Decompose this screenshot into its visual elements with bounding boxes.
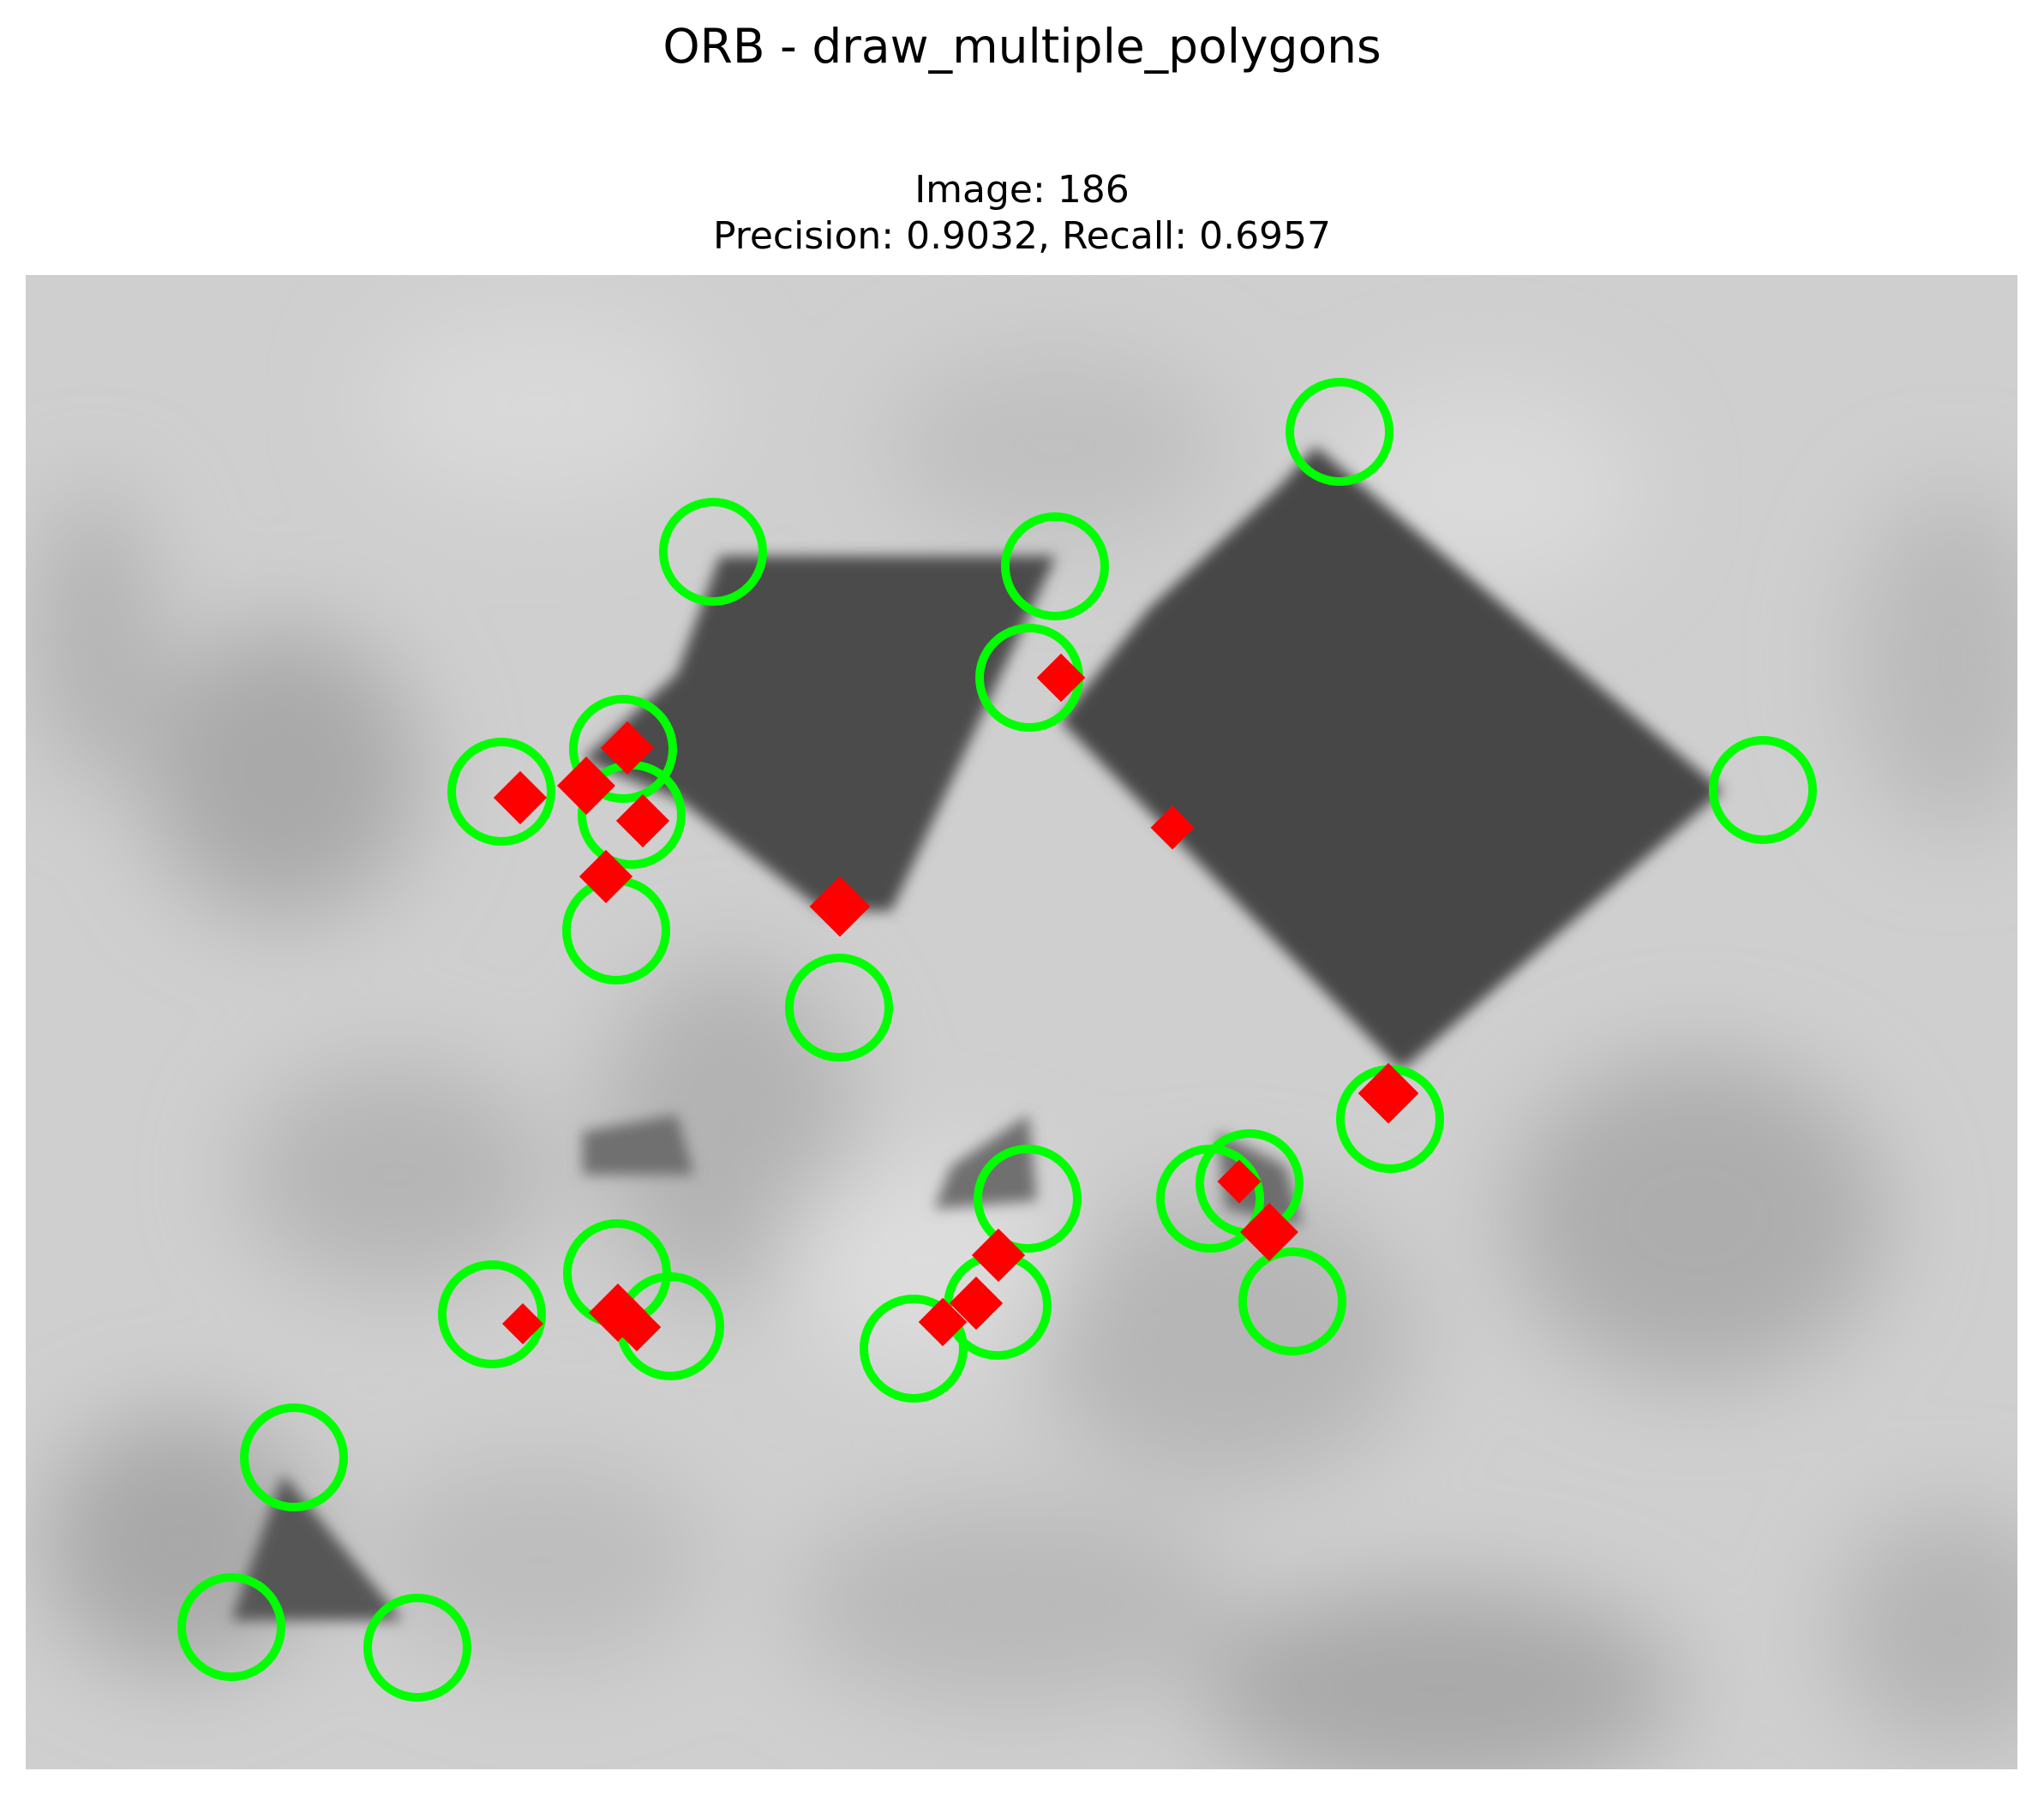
gt-keypoint [447, 738, 555, 846]
gt-keypoint [1238, 1248, 1346, 1355]
bg-light [369, 309, 711, 498]
image-label: Image: 186 [914, 168, 1130, 212]
gt-keypoint [1709, 736, 1817, 844]
image-panel [26, 275, 2017, 1769]
metrics-label: Precision: 0.9032, Recall: 0.6957 [712, 214, 1332, 258]
bg-shade [1037, 1192, 1414, 1483]
bg-shade [1508, 1055, 1885, 1380]
polygons [231, 446, 1723, 1620]
det-keypoint [809, 876, 871, 937]
gt-keypoint [363, 1594, 471, 1702]
gt-keypoint [974, 1145, 1082, 1253]
bg-shade [34, 489, 154, 781]
det-keypoint [578, 849, 633, 904]
gt-keypoint [240, 1403, 348, 1511]
gt-keypoint [569, 695, 677, 803]
det-keypoint [557, 757, 615, 815]
small-polygon [934, 1115, 1037, 1209]
gt-keypoint [438, 1260, 546, 1368]
bg-shade [369, 1457, 711, 1663]
bg-shade [1834, 1509, 2017, 1749]
det-keypoint [1240, 1203, 1298, 1261]
gt-keypoint [1001, 512, 1109, 620]
triangle-shape [231, 1475, 403, 1620]
bg-shade [883, 352, 1226, 541]
bg-shade [146, 626, 420, 918]
gt-keypoint [860, 1295, 968, 1403]
det-keypoint [493, 770, 548, 825]
diamond-shape [1060, 446, 1723, 1070]
det-keypoint [612, 1302, 662, 1352]
gt-keypoint [659, 498, 767, 606]
bg-shade [788, 1500, 1234, 1706]
det-keypoint [1036, 653, 1086, 703]
bg-shade [1200, 1586, 1680, 1769]
det-keypoint [615, 793, 670, 848]
bg-light [780, 1158, 1071, 1363]
gt-keypoint [785, 954, 893, 1062]
figure-title: ORB - draw_multiple_polygons [662, 19, 1382, 74]
det-keypoint [918, 1297, 968, 1347]
det-keypoint [1217, 1159, 1262, 1204]
bg-shade [600, 960, 857, 1303]
det-keypoint [600, 721, 655, 775]
gt-keypoint [1286, 378, 1394, 486]
gt-keypoint [177, 1573, 285, 1681]
pentagon-shape [583, 556, 1056, 911]
bg-shade [1851, 489, 2017, 832]
bg-shade [240, 1063, 548, 1286]
det-keypoint [1150, 805, 1195, 850]
small-polygon [583, 1115, 694, 1175]
det-keypoint [1358, 1062, 1419, 1124]
